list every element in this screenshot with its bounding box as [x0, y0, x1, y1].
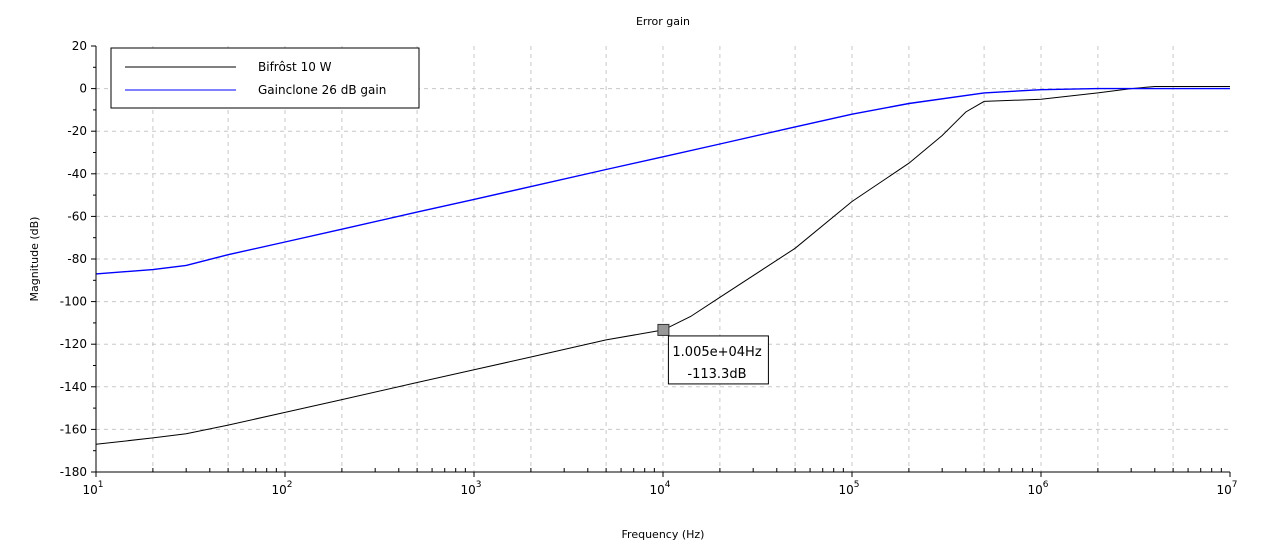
legend-label-gainclone: Gainclone 26 dB gain — [258, 83, 386, 97]
legend-label-bifrost: Bifrôst 10 W — [258, 60, 332, 74]
y-tick-label: -160 — [60, 422, 87, 436]
y-tick-label: 20 — [72, 39, 87, 53]
y-tick-label: -180 — [60, 465, 87, 479]
datatip[interactable]: 1.005e+04Hz -113.3dB — [657, 323, 769, 385]
legend: Bifrôst 10 W Gainclone 26 dB gain — [110, 47, 420, 109]
x-tick-label: 101 — [82, 480, 103, 497]
x-tick-label: 105 — [838, 480, 859, 497]
y-tick-label: -20 — [67, 124, 87, 138]
x-tick-label: 104 — [649, 480, 670, 497]
grid — [96, 46, 1230, 472]
legend-box — [110, 47, 420, 109]
y-tick-label: -100 — [60, 295, 87, 309]
y-tick-label: -140 — [60, 380, 87, 394]
y-tick-label: -120 — [60, 337, 87, 351]
x-tick-label: 102 — [271, 480, 292, 497]
series-line-gainclone — [95, 87, 1230, 275]
series-line-bifrost — [95, 86, 1230, 445]
y-tick-label: 0 — [79, 82, 87, 96]
datatip-box — [667, 335, 769, 385]
y-tick-label: -80 — [67, 252, 87, 266]
x-tick-label: 106 — [1027, 480, 1048, 497]
datatip-marker[interactable] — [657, 323, 670, 336]
plot-area — [95, 86, 1230, 445]
datatip-frequency: 1.005e+04Hz — [672, 345, 761, 360]
chart-title: Error gain — [636, 15, 690, 28]
y-tick-label: -40 — [67, 167, 87, 181]
y-tick-label: -60 — [67, 209, 87, 223]
x-tick-label: 107 — [1216, 480, 1237, 497]
x-axis-title: Frequency (Hz) — [622, 528, 705, 541]
y-axis-title: Magnitude (dB) — [28, 217, 41, 302]
datatip-magnitude: -113.3dB — [687, 367, 746, 382]
x-tick-label: 103 — [460, 480, 481, 497]
